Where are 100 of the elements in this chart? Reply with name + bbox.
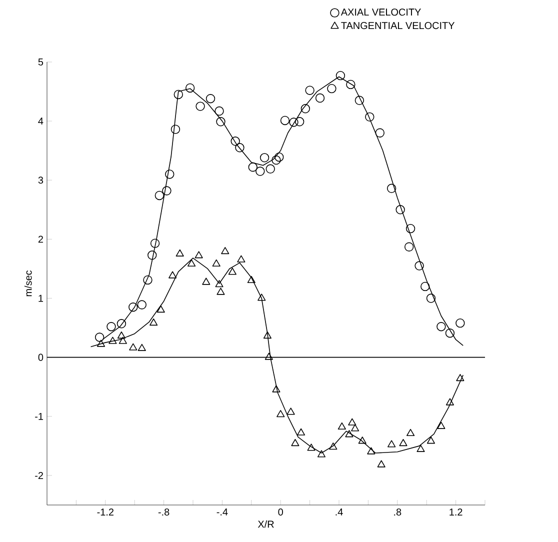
x-tick-label: .4 <box>336 508 343 516</box>
point <box>168 271 177 278</box>
point <box>426 294 436 303</box>
y-tick-label: 2 <box>38 236 43 243</box>
point <box>406 428 415 436</box>
legend-label: TANGENTIAL VELOCITY <box>341 22 455 30</box>
point <box>188 259 196 267</box>
point <box>274 152 284 162</box>
point <box>420 282 430 292</box>
x-tick-label: -1.2 <box>97 508 114 516</box>
point <box>336 70 346 80</box>
point <box>117 331 126 339</box>
point <box>404 242 414 252</box>
y-tick-label: 4 <box>38 118 44 124</box>
point <box>138 344 146 351</box>
point <box>351 424 360 432</box>
point <box>128 302 138 312</box>
point <box>386 184 396 193</box>
point <box>345 430 354 438</box>
point <box>436 322 446 332</box>
x-tick-label: -.4 <box>216 508 228 516</box>
point <box>260 153 270 162</box>
point <box>137 300 146 310</box>
point <box>264 352 273 360</box>
point <box>446 398 454 406</box>
y-tick-label: -2 <box>35 472 43 479</box>
point <box>212 259 220 267</box>
point <box>106 322 116 332</box>
point <box>263 331 272 339</box>
point <box>329 442 338 450</box>
point <box>194 251 203 258</box>
point <box>156 305 165 313</box>
point <box>143 275 152 285</box>
point <box>150 238 160 248</box>
point <box>228 268 236 275</box>
point <box>272 155 281 165</box>
point <box>297 428 306 436</box>
x-axis-title: X/R <box>258 520 274 528</box>
point <box>399 438 408 446</box>
point <box>162 186 172 196</box>
point <box>327 84 336 94</box>
x-tick-label: 0 <box>278 508 283 516</box>
point <box>230 136 240 146</box>
point <box>416 444 425 452</box>
point <box>216 117 226 126</box>
point <box>276 410 285 418</box>
y-tick-label: 5 <box>38 58 44 66</box>
x-tick-label: -.8 <box>158 508 170 516</box>
point <box>214 106 224 116</box>
point <box>170 124 180 134</box>
point <box>247 276 256 284</box>
point <box>165 170 174 179</box>
y-tick-label: -1 <box>35 412 43 420</box>
point <box>286 408 295 415</box>
x-tick-label: .8 <box>394 508 402 516</box>
point <box>129 343 138 350</box>
point <box>396 205 405 214</box>
point <box>375 128 384 138</box>
point <box>317 450 326 458</box>
point <box>307 444 316 451</box>
point <box>196 102 205 111</box>
legend-label: AXIAL VELOCITY <box>340 8 421 16</box>
point <box>176 249 184 256</box>
point <box>248 162 258 172</box>
point <box>358 436 366 444</box>
point <box>315 93 325 103</box>
point <box>354 96 364 105</box>
point <box>388 440 396 448</box>
point <box>221 247 230 254</box>
y-tick-label: 3 <box>38 176 44 184</box>
point <box>414 261 424 270</box>
point <box>294 117 304 126</box>
point <box>406 224 416 234</box>
point <box>367 447 376 454</box>
point <box>272 385 280 392</box>
point <box>174 90 183 100</box>
point <box>377 460 386 468</box>
y-axis-title: m/sec <box>24 270 32 296</box>
point <box>215 280 224 288</box>
x-tick-label: 1.2 <box>450 508 462 516</box>
point <box>108 336 117 344</box>
point <box>291 438 300 446</box>
point <box>437 422 446 429</box>
point <box>280 116 290 126</box>
point <box>456 318 465 328</box>
point <box>300 104 310 114</box>
point <box>202 278 210 285</box>
point <box>426 436 436 444</box>
point <box>185 83 195 93</box>
point <box>346 80 356 90</box>
point <box>237 255 246 262</box>
point <box>154 190 164 200</box>
point <box>118 336 127 344</box>
point <box>116 319 126 328</box>
point <box>206 94 216 104</box>
point <box>348 418 356 426</box>
point <box>216 288 225 295</box>
point <box>150 318 158 326</box>
y-tick-label: 1 <box>38 294 43 302</box>
point <box>338 422 346 430</box>
